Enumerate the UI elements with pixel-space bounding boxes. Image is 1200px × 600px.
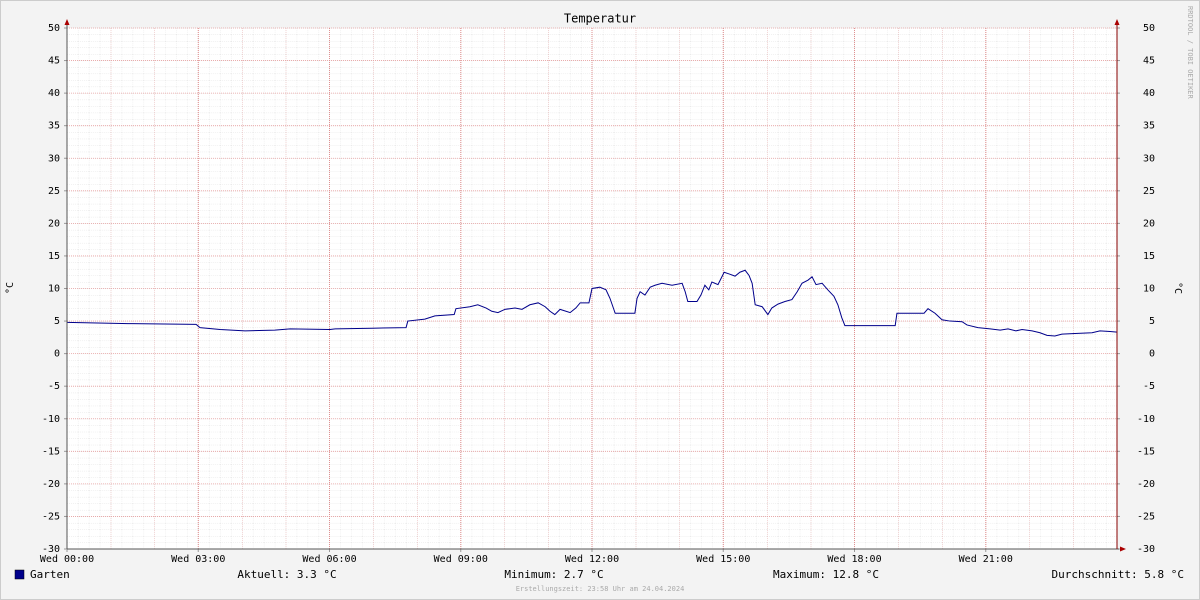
- y2-tick-label: -10: [1137, 414, 1155, 425]
- data-line: [66, 269, 1118, 337]
- y-tick-label: 45: [48, 56, 60, 67]
- y-tick-label: 35: [48, 121, 60, 132]
- y-axis-label: °C: [5, 282, 16, 294]
- legend-stat: Durchschnitt: 5.8 °C: [1052, 568, 1184, 581]
- y2-tick-label: 5: [1149, 316, 1155, 327]
- y-tick-label: -25: [42, 511, 60, 522]
- marks: [66, 269, 1118, 337]
- x-tick-label: Wed 06:00: [302, 554, 356, 565]
- arrow: [1114, 19, 1120, 25]
- legend-stat: Aktuell: 3.3 °C: [237, 568, 336, 581]
- y2-axis-label: °C: [1172, 282, 1183, 294]
- legend-swatch: [14, 569, 25, 580]
- x-tick-label: Wed 09:00: [434, 554, 488, 565]
- y-tick-label: 15: [48, 251, 60, 262]
- y2-tick-label: -15: [1137, 446, 1155, 457]
- y-tick-label: 40: [48, 88, 60, 99]
- y2-tick-label: 10: [1143, 284, 1155, 295]
- y-tick-label: -20: [42, 479, 60, 490]
- y-tick-label: 25: [48, 186, 60, 197]
- y2-tick-label: -20: [1137, 479, 1155, 490]
- x-tick-label: Wed 15:00: [696, 554, 750, 565]
- y-tick-label: 5: [54, 316, 60, 327]
- y2-tick-label: 25: [1143, 186, 1155, 197]
- y-tick-label: -30: [42, 544, 60, 555]
- y2-tick-label: 20: [1143, 218, 1155, 229]
- y2-tick-label: 40: [1143, 88, 1155, 99]
- x-tick-label: Wed 12:00: [565, 554, 619, 565]
- y-tick-label: -5: [48, 381, 60, 392]
- y2-tick-label: 15: [1143, 251, 1155, 262]
- x-tick-label: Wed 21:00: [959, 554, 1013, 565]
- y-tick-label: 50: [48, 23, 60, 34]
- y2-tick-label: -25: [1137, 511, 1155, 522]
- y-tick-label: 20: [48, 218, 60, 229]
- legend-stat: Maximum: 12.8 °C: [773, 568, 879, 581]
- arrow: [64, 19, 70, 25]
- y-tick-label: -15: [42, 446, 60, 457]
- y2-tick-label: 0: [1149, 349, 1155, 360]
- x-tick-label: Wed 00:00: [40, 554, 94, 565]
- y-tick-label: -10: [42, 414, 60, 425]
- y2-tick-label: -5: [1143, 381, 1155, 392]
- watermark: RRDTOOL / TOBI OETIKER: [1186, 6, 1194, 100]
- y2-tick-label: -30: [1137, 544, 1155, 555]
- y2-tick-label: 35: [1143, 121, 1155, 132]
- footer: Erstellungszeit: 23:58 Uhr am 24.04.2024: [516, 585, 685, 593]
- legend-label: Garten: [30, 568, 70, 581]
- y-tick-label: 10: [48, 284, 60, 295]
- y2-tick-label: 30: [1143, 153, 1155, 164]
- y2-tick-label: 50: [1143, 23, 1155, 34]
- chart-title: Temperatur: [564, 12, 636, 26]
- y-tick-label: 0: [54, 349, 60, 360]
- arrow: [1120, 546, 1126, 552]
- x-tick-label: Wed 18:00: [827, 554, 881, 565]
- y-tick-label: 30: [48, 153, 60, 164]
- legend-stat: Minimum: 2.7 °C: [504, 568, 603, 581]
- y2-tick-label: 45: [1143, 56, 1155, 67]
- x-tick-label: Wed 03:00: [171, 554, 225, 565]
